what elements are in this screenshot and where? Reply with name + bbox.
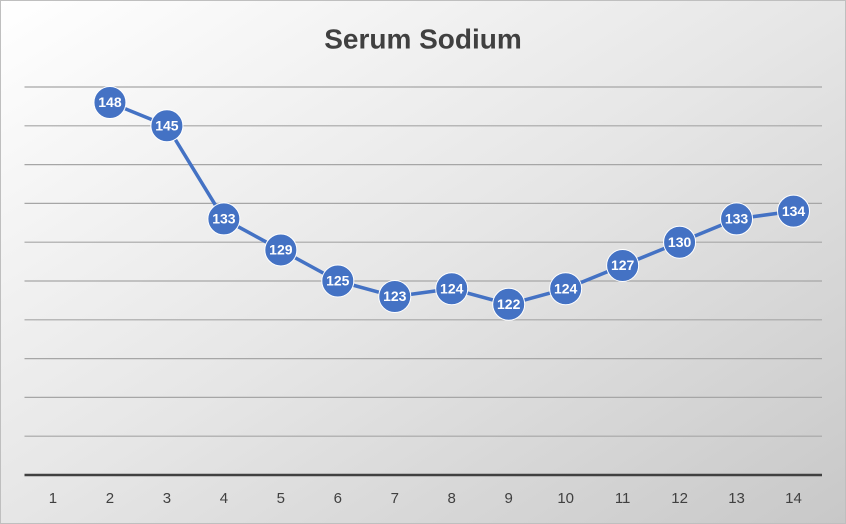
data-marker	[492, 287, 526, 321]
x-tick-label: 2	[106, 490, 114, 507]
data-marker	[549, 272, 583, 306]
x-tick-label: 12	[671, 490, 688, 507]
x-tick-label: 4	[220, 490, 228, 507]
data-label: 122	[497, 296, 521, 312]
data-marker	[264, 233, 298, 267]
data-label: 148	[98, 94, 122, 110]
data-label: 125	[326, 273, 350, 289]
data-label: 133	[212, 211, 236, 227]
data-marker	[378, 280, 412, 314]
x-tick-label: 10	[557, 490, 574, 507]
chart-title: Serum Sodium	[324, 23, 522, 54]
x-tick-label: 9	[505, 490, 513, 507]
x-tick-label: 13	[728, 490, 745, 507]
data-label: 124	[554, 280, 578, 296]
data-marker	[606, 248, 640, 282]
x-tick-label: 6	[334, 490, 342, 507]
data-label: 123	[383, 288, 407, 304]
data-marker	[435, 272, 469, 306]
data-label: 127	[611, 257, 635, 273]
x-tick-label: 8	[448, 490, 456, 507]
x-tick-label: 7	[391, 490, 399, 507]
x-tick-label: 5	[277, 490, 285, 507]
data-label: 145	[155, 118, 179, 134]
data-label: 133	[725, 211, 749, 227]
data-marker	[663, 225, 697, 259]
data-marker	[321, 264, 355, 298]
x-tick-label: 3	[163, 490, 171, 507]
data-label: 129	[269, 242, 293, 258]
data-label: 124	[440, 280, 464, 296]
data-marker	[720, 202, 754, 236]
x-tick-label: 11	[615, 490, 631, 507]
data-label: 130	[668, 234, 692, 250]
x-tick-label: 1	[49, 490, 57, 507]
data-marker	[777, 194, 811, 228]
data-label: 134	[782, 203, 806, 219]
data-marker	[93, 86, 127, 120]
x-tick-label: 14	[785, 490, 802, 507]
data-marker	[207, 202, 241, 236]
data-marker	[150, 109, 184, 143]
